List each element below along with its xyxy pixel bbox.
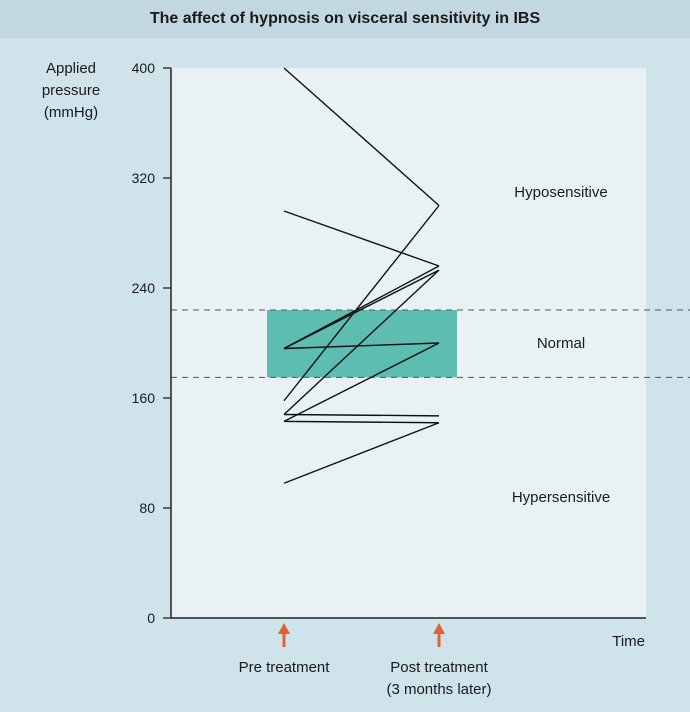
patient-line-7 bbox=[283, 269, 440, 416]
chart-title: The affect of hypnosis on visceral sensi… bbox=[0, 0, 690, 38]
patient-line-5 bbox=[283, 342, 440, 350]
y-axis-label: Applied pressure (mmHg) bbox=[41, 60, 101, 121]
y-tick-label: 160 bbox=[132, 390, 156, 406]
region-label-normal: Normal bbox=[537, 335, 585, 352]
patient-line-10 bbox=[283, 420, 440, 424]
patient-line-11 bbox=[283, 422, 440, 484]
patient-line-8 bbox=[283, 413, 440, 417]
x-axis-label: Time bbox=[612, 633, 645, 650]
patient-line-9 bbox=[283, 342, 440, 422]
y-tick-label: 80 bbox=[139, 500, 155, 516]
y-tick-label: 240 bbox=[132, 280, 156, 296]
y-tick-label: 0 bbox=[147, 610, 155, 626]
patient-line-2 bbox=[283, 210, 440, 267]
region-label-hypersensitive: Hypersensitive bbox=[512, 489, 610, 506]
region-label-hyposensitive: Hyposensitive bbox=[514, 184, 607, 201]
y-tick-label: 400 bbox=[132, 60, 156, 76]
y-tick-label: 320 bbox=[132, 170, 156, 186]
arrow-up-icon bbox=[433, 623, 445, 647]
patient-line-4 bbox=[283, 269, 440, 350]
x-category-label: Post treatment (3 months later) bbox=[386, 659, 491, 698]
arrow-up-icon bbox=[278, 623, 290, 647]
patient-line-1 bbox=[283, 67, 440, 207]
x-category-label: Pre treatment bbox=[239, 659, 331, 676]
patient-line-6 bbox=[283, 205, 440, 402]
